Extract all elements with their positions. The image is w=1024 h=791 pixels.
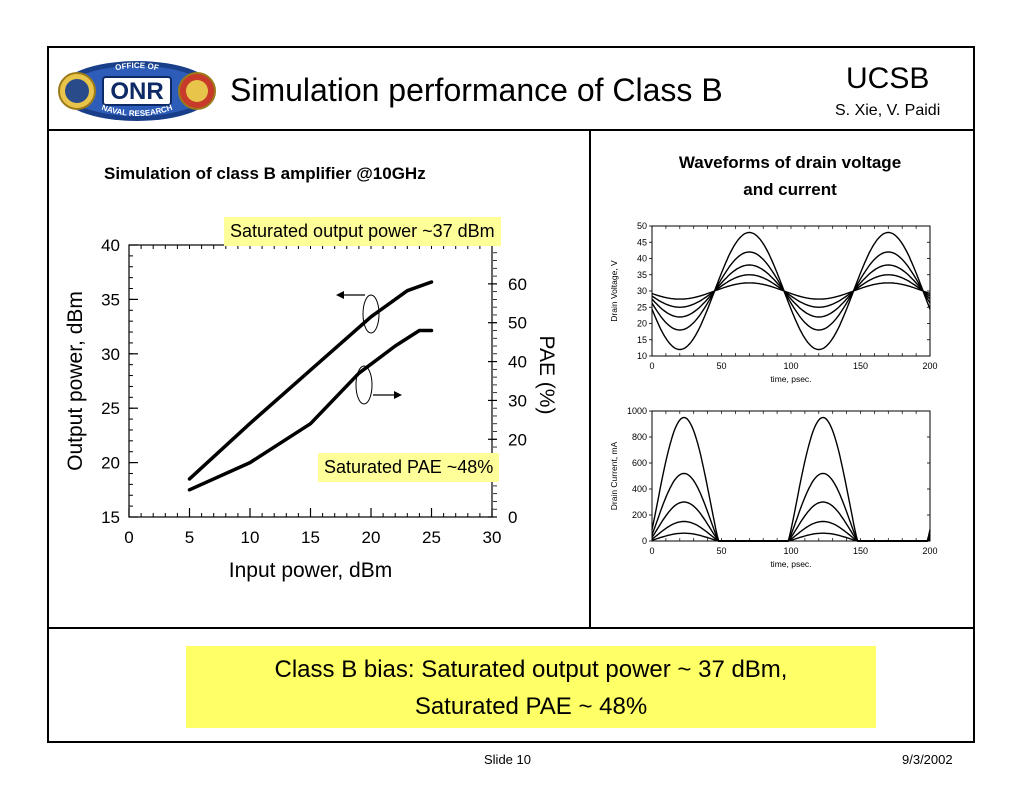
y2-axis-label: PAE (%) <box>535 336 558 415</box>
summary-divider <box>47 627 975 629</box>
slide-number: Slide 10 <box>484 752 531 767</box>
pout-series-line <box>187 280 434 481</box>
voltage-waveform-1 <box>651 231 931 351</box>
voltage-waveform-5 <box>651 282 931 300</box>
y-tick-label: 400 <box>632 484 647 494</box>
y-tick-label: 50 <box>637 221 647 231</box>
y-tick-label: 35 <box>101 290 120 309</box>
svg-text:OFFICE OF: OFFICE OF <box>114 61 159 72</box>
y-tick-label: 1000 <box>627 406 647 416</box>
y-axis-label: Drain Voltage, V <box>609 260 619 322</box>
x-tick-label: 200 <box>922 546 937 556</box>
y2-tick-label: 20 <box>508 430 527 449</box>
summary-box: Class B bias: Saturated output power ~ 3… <box>186 646 876 728</box>
y2-tick-label: 60 <box>508 275 527 294</box>
y-axis-label: Drain Current, mA <box>609 441 619 510</box>
onr-logo: ONR OFFICE OF NAVAL RESEARCH <box>55 58 220 124</box>
y2-tick-label: 40 <box>508 353 527 372</box>
y-tick-label: 20 <box>101 454 120 473</box>
pout-arrow-head <box>336 291 344 299</box>
y-tick-label: 10 <box>637 351 647 361</box>
current-waveform-5 <box>651 532 931 542</box>
x-tick-label: 25 <box>422 528 441 547</box>
note-saturated-pout: Saturated output power ~37 dBm <box>224 217 501 246</box>
y-tick-label: 25 <box>101 399 120 418</box>
waveforms-title: Waveforms of drain voltage and current <box>620 149 960 203</box>
x-tick-label: 30 <box>483 528 502 547</box>
x-tick-label: 100 <box>783 546 798 556</box>
authors: S. Xie, V. Paidi <box>835 102 941 119</box>
svg-text:ONR: ONR <box>110 78 163 105</box>
x-tick-label: 150 <box>853 546 868 556</box>
summary-line2: Saturated PAE ~ 48% <box>414 693 648 720</box>
voltage-waveform-2 <box>651 251 931 331</box>
y-axis-label: Output power, dBm <box>64 291 87 471</box>
x-tick-label: 20 <box>362 528 381 547</box>
x-tick-label: 50 <box>716 546 726 556</box>
x-tick-label: 0 <box>649 546 654 556</box>
slide-title: Simulation performance of Class B <box>230 72 723 108</box>
plot-frame <box>651 225 931 357</box>
y-tick-label: 800 <box>632 432 647 442</box>
y2-tick-label: 0 <box>508 508 517 527</box>
note-saturated-pae: Saturated PAE ~48% <box>318 453 500 482</box>
y2-tick-label: 30 <box>508 391 527 410</box>
y-tick-label: 40 <box>101 236 120 255</box>
y-tick-label: 40 <box>637 254 647 264</box>
x-axis-label: Input power, dBm <box>229 559 392 582</box>
x-tick-label: 15 <box>301 528 320 547</box>
y-tick-label: 20 <box>637 319 647 329</box>
y-tick-label: 15 <box>637 335 647 345</box>
x-tick-label: 50 <box>716 361 726 371</box>
voltage-waveform-4 <box>651 274 931 309</box>
drain-voltage-chart: 0 50 100 150 200 10 15 20 25 30 35 40 45 50 time, psec… <box>609 221 938 384</box>
drain-current-chart: 0 50 100 150 200 0 200 400 600 800 1000 time, psec.… <box>609 406 938 569</box>
org-name: UCSB <box>846 62 930 95</box>
y2-tick-label: 50 <box>508 314 527 333</box>
pae-series-line <box>187 328 434 492</box>
waveforms-title-line2: and current <box>743 180 837 199</box>
y-tick-label: 30 <box>101 345 120 364</box>
x-tick-label: 10 <box>241 528 260 547</box>
voltage-waveform-3 <box>651 264 931 318</box>
left-chart-title: Simulation of class B amplifier @10GHz <box>104 164 426 183</box>
header-divider <box>47 129 975 131</box>
pout-curve-marker <box>362 294 380 334</box>
pae-arrow-head <box>394 391 402 399</box>
x-tick-label: 0 <box>649 361 654 371</box>
pout-pae-chart: 0 5 10 15 20 25 30 15 20 25 30 35 40 0 20 30 40 50 60 Input… <box>64 236 558 582</box>
waveforms-title-line1: Waveforms of drain voltage <box>678 153 902 172</box>
pae-curve-marker <box>355 365 373 405</box>
x-tick-label: 200 <box>922 361 937 371</box>
summary-line1: Class B bias: Saturated output power ~ 3… <box>274 656 788 683</box>
x-tick-label: 150 <box>853 361 868 371</box>
y-tick-label: 15 <box>101 508 120 527</box>
y-tick-label: 25 <box>637 302 647 312</box>
slide-frame <box>47 46 975 743</box>
slide-date: 9/3/2002 <box>902 752 953 767</box>
x-tick-label: 0 <box>124 528 133 547</box>
x-tick-label: 100 <box>783 361 798 371</box>
y-tick-label: 200 <box>632 510 647 520</box>
y-tick-label: 30 <box>637 286 647 296</box>
y-tick-label: 35 <box>637 270 647 280</box>
x-axis-label: time, psec. <box>770 559 811 569</box>
x-tick-label: 5 <box>185 528 194 547</box>
y-tick-label: 45 <box>637 237 647 247</box>
x-axis-label: time, psec. <box>770 374 811 384</box>
panel-divider <box>589 129 591 629</box>
current-waveform-1 <box>651 416 931 542</box>
y-tick-label: 600 <box>632 458 647 468</box>
y-tick-label: 0 <box>642 536 647 546</box>
